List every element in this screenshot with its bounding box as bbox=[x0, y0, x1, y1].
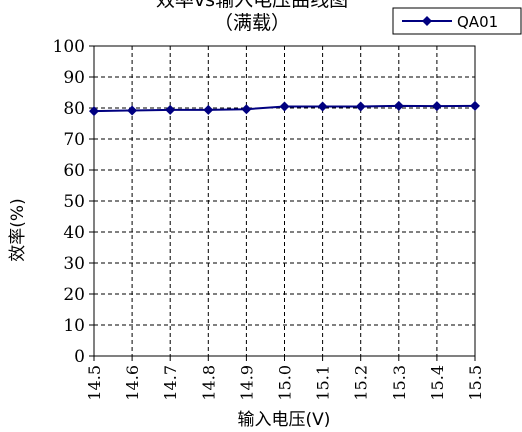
legend-label: QA01 bbox=[457, 13, 498, 31]
y-tick-label: 80 bbox=[63, 99, 85, 119]
x-axis: 14.5 14.6 14.7 14.8 14.9 15.0 15.1 15.2 15.3 15.4… bbox=[85, 356, 485, 401]
x-tick-label: 15.4 bbox=[428, 365, 447, 401]
y-tick-label: 60 bbox=[63, 161, 85, 181]
x-tick-label: 14.9 bbox=[237, 365, 256, 401]
data-point bbox=[393, 100, 404, 111]
data-point bbox=[470, 100, 480, 111]
x-tick-label: 14.7 bbox=[161, 365, 180, 401]
chart-title-line1: 效率vs输入电压曲线图 bbox=[156, 0, 348, 11]
series-layer bbox=[89, 100, 480, 117]
data-point bbox=[355, 101, 366, 112]
y-tick-label: 40 bbox=[63, 223, 85, 243]
legend-marker bbox=[422, 16, 432, 26]
x-tick-label: 14.5 bbox=[85, 365, 104, 401]
grid-lines bbox=[94, 46, 475, 356]
data-point bbox=[279, 101, 290, 112]
data-point bbox=[241, 104, 252, 115]
y-tick-label: 100 bbox=[53, 37, 85, 57]
x-tick-label: 15.0 bbox=[276, 365, 295, 401]
y-tick-label: 30 bbox=[63, 254, 85, 274]
y-tick-label: 20 bbox=[63, 285, 85, 305]
data-point bbox=[165, 104, 176, 115]
y-tick-label: 0 bbox=[74, 347, 85, 367]
x-tick-label: 15.2 bbox=[352, 365, 371, 401]
x-axis-label: 输入电压(V) bbox=[238, 410, 331, 430]
x-tick-label: 15.3 bbox=[390, 365, 409, 401]
x-tick-label: 15.1 bbox=[314, 365, 333, 401]
legend: QA01 bbox=[392, 7, 522, 35]
data-point bbox=[89, 106, 99, 117]
y-axis-label: 效率(%) bbox=[8, 198, 28, 261]
y-tick-label: 90 bbox=[63, 68, 85, 88]
y-tick-label: 50 bbox=[63, 192, 85, 212]
chart-title-line2: （满载） bbox=[214, 12, 290, 34]
y-tick-label: 70 bbox=[63, 130, 85, 150]
data-point bbox=[431, 101, 442, 112]
x-tick-label: 15.5 bbox=[466, 365, 485, 401]
x-tick-label: 14.6 bbox=[123, 365, 142, 401]
x-tick-label: 14.8 bbox=[199, 365, 218, 401]
y-axis: 0 10 20 30 40 50 60 70 80 90 100 bbox=[53, 37, 94, 367]
data-point bbox=[203, 104, 214, 115]
data-point bbox=[317, 101, 328, 112]
data-point bbox=[127, 105, 138, 116]
y-tick-label: 10 bbox=[63, 316, 85, 336]
